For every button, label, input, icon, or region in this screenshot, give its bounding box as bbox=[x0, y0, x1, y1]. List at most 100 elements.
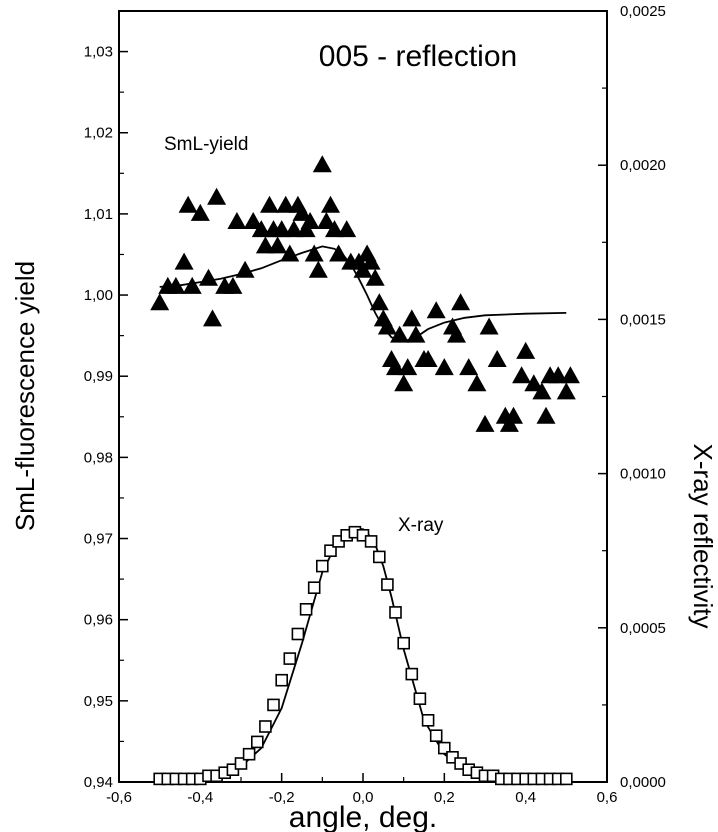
yield-point bbox=[276, 195, 296, 213]
xray-point bbox=[437, 741, 451, 755]
yield-point bbox=[504, 406, 523, 424]
yield-point bbox=[524, 374, 544, 392]
xray-point bbox=[421, 713, 435, 727]
yield-point bbox=[178, 195, 198, 213]
yield-point bbox=[365, 268, 385, 286]
yield-point bbox=[150, 293, 170, 311]
yield-point bbox=[398, 358, 418, 376]
yield-point bbox=[260, 195, 279, 213]
y-right-tick-label: 0,0025 bbox=[620, 3, 666, 20]
y-left-tick-label: 0,97 bbox=[84, 531, 113, 548]
yield-point bbox=[459, 358, 479, 376]
yield-point bbox=[390, 325, 410, 343]
yield-point bbox=[227, 212, 247, 229]
yield-point bbox=[418, 350, 438, 367]
xray-point bbox=[429, 729, 443, 743]
yield-point bbox=[479, 317, 499, 335]
yield-point bbox=[255, 236, 275, 254]
plot-frame bbox=[118, 10, 608, 783]
yield-point bbox=[329, 244, 349, 262]
yield-point bbox=[190, 203, 210, 221]
yield-point bbox=[223, 276, 243, 294]
yield-point bbox=[203, 309, 222, 327]
y-right-tick-label: 0,0010 bbox=[620, 466, 666, 483]
x-tick-label: -0,4 bbox=[187, 789, 213, 806]
xray-point bbox=[397, 636, 411, 650]
yield-point bbox=[251, 220, 271, 238]
xray-point bbox=[405, 667, 419, 681]
xray-point bbox=[267, 698, 280, 712]
x-axis-ticks: -0,6 -0,4 -0,2 0,0 0,2 0,4 0,6 bbox=[106, 773, 617, 806]
xray-point bbox=[372, 550, 386, 564]
xray-point bbox=[299, 602, 313, 616]
right-axis-ticks: 0,0000 0,0005 0,0010 0,0015 0,0020 0,0025 bbox=[598, 3, 666, 791]
yield-point bbox=[487, 350, 507, 367]
yield-point bbox=[300, 212, 320, 229]
yield-point bbox=[280, 244, 300, 262]
y-right-tick-label: 0,0015 bbox=[620, 311, 666, 328]
xray-point bbox=[242, 747, 256, 761]
xray-point bbox=[364, 535, 378, 548]
y-right-tick-label: 0,0020 bbox=[620, 157, 666, 174]
yield-point bbox=[174, 252, 194, 270]
yield-point bbox=[243, 212, 263, 229]
xray-point bbox=[413, 692, 427, 706]
yield-point bbox=[560, 366, 580, 384]
yield-point bbox=[272, 220, 292, 238]
left-axis-title: SmL-fluorescence yield bbox=[10, 261, 40, 531]
yield-point bbox=[207, 187, 227, 205]
yield-point bbox=[199, 268, 218, 286]
xray-point bbox=[251, 735, 264, 749]
xray-point bbox=[324, 544, 337, 558]
yield-point bbox=[548, 366, 568, 384]
data-markers bbox=[150, 155, 580, 786]
yield-point bbox=[292, 203, 312, 221]
yield-point bbox=[512, 366, 532, 384]
yield-point bbox=[321, 195, 340, 213]
xray-point bbox=[291, 627, 305, 641]
right-axis-title: X-ray reflectivity bbox=[688, 444, 718, 629]
yield-point bbox=[235, 260, 255, 278]
yield-point bbox=[377, 317, 397, 335]
yield-point bbox=[166, 276, 186, 294]
yield-point bbox=[426, 301, 446, 319]
chart-title: 005 - reflection bbox=[319, 40, 517, 73]
series-label-xray: X-ray bbox=[398, 515, 444, 536]
yield-point bbox=[536, 406, 556, 424]
y-left-tick-label: 0,95 bbox=[84, 693, 113, 710]
yield-point bbox=[467, 374, 487, 392]
x-tick-label: -0,2 bbox=[269, 789, 295, 806]
yield-point bbox=[386, 358, 405, 376]
xray-point bbox=[389, 606, 402, 619]
x-tick-label: -0,6 bbox=[106, 789, 132, 806]
y-right-tick-label: 0,0000 bbox=[620, 774, 666, 791]
yield-point bbox=[394, 374, 414, 392]
yield-point bbox=[532, 382, 552, 400]
xray-point bbox=[381, 578, 394, 591]
y-left-tick-label: 1,02 bbox=[84, 125, 113, 142]
xray-fit-line bbox=[159, 528, 567, 780]
yield-point bbox=[402, 309, 422, 327]
xray-point bbox=[315, 559, 329, 573]
yield-point bbox=[556, 382, 576, 400]
xray-point bbox=[275, 673, 289, 687]
y-left-tick-label: 1,03 bbox=[84, 44, 113, 61]
y-right-tick-label: 0,0005 bbox=[620, 620, 666, 637]
y-left-tick-label: 1,01 bbox=[84, 206, 113, 223]
series-label-yield: SmL-yield bbox=[164, 134, 248, 155]
xray-point bbox=[259, 720, 272, 733]
yield-point bbox=[369, 293, 389, 311]
yield-point bbox=[406, 325, 426, 343]
yield-point bbox=[451, 293, 471, 311]
yield-point bbox=[475, 414, 495, 432]
x-axis-title: angle, deg. bbox=[289, 801, 437, 832]
yield-point bbox=[312, 155, 332, 173]
y-left-tick-label: 0,98 bbox=[84, 449, 113, 466]
yield-point bbox=[325, 220, 344, 238]
y-left-tick-label: 1,00 bbox=[84, 287, 113, 304]
yield-point bbox=[516, 341, 536, 359]
xray-point bbox=[559, 772, 573, 786]
yield-point bbox=[447, 325, 466, 343]
yield-point bbox=[434, 358, 454, 376]
